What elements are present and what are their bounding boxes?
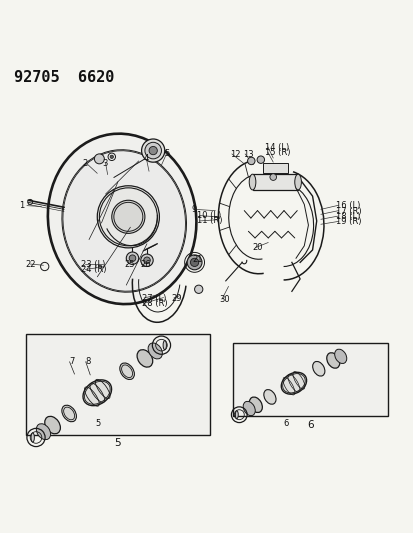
- Circle shape: [140, 254, 153, 266]
- Text: 29: 29: [171, 294, 181, 303]
- Text: 28 (R): 28 (R): [141, 299, 167, 308]
- Text: 16 (L): 16 (L): [335, 201, 360, 210]
- Bar: [26, 334, 210, 435]
- Text: 12: 12: [230, 150, 240, 159]
- Ellipse shape: [31, 433, 34, 442]
- Text: 27 (L): 27 (L): [141, 294, 166, 303]
- Text: 24 (R): 24 (R): [81, 265, 106, 274]
- Circle shape: [256, 156, 264, 164]
- Text: 6: 6: [283, 419, 288, 429]
- Circle shape: [247, 157, 254, 165]
- Circle shape: [97, 186, 159, 248]
- Ellipse shape: [235, 411, 237, 418]
- Ellipse shape: [62, 150, 186, 292]
- Text: 22: 22: [26, 260, 36, 269]
- Text: 17 (R): 17 (R): [335, 206, 361, 215]
- Circle shape: [141, 139, 164, 162]
- Ellipse shape: [137, 350, 152, 367]
- Bar: [252, 174, 297, 190]
- Ellipse shape: [334, 349, 346, 364]
- Text: 10 (L): 10 (L): [196, 211, 221, 220]
- Bar: [232, 343, 387, 416]
- Ellipse shape: [249, 397, 262, 413]
- Ellipse shape: [263, 390, 275, 404]
- Text: 15 (R): 15 (R): [264, 148, 290, 157]
- Text: 3: 3: [102, 159, 108, 168]
- Text: 1: 1: [19, 201, 24, 210]
- Circle shape: [129, 255, 135, 262]
- Text: 7: 7: [69, 357, 75, 366]
- Ellipse shape: [119, 363, 134, 379]
- Ellipse shape: [163, 341, 166, 350]
- Text: 19 (R): 19 (R): [335, 217, 361, 227]
- Circle shape: [126, 252, 138, 264]
- Text: 20: 20: [252, 244, 262, 252]
- Text: 14 (L): 14 (L): [264, 143, 289, 152]
- Ellipse shape: [312, 361, 324, 376]
- Circle shape: [112, 200, 145, 233]
- Text: 92705  6620: 92705 6620: [14, 70, 114, 85]
- Ellipse shape: [148, 343, 162, 359]
- Ellipse shape: [47, 133, 197, 304]
- Ellipse shape: [294, 174, 301, 190]
- Circle shape: [149, 147, 157, 155]
- Circle shape: [145, 142, 161, 159]
- Ellipse shape: [326, 353, 339, 368]
- Circle shape: [194, 285, 202, 293]
- Circle shape: [94, 154, 104, 164]
- Circle shape: [269, 174, 276, 180]
- Circle shape: [190, 258, 198, 266]
- Circle shape: [110, 155, 113, 158]
- Text: 2: 2: [82, 159, 87, 168]
- Text: 30: 30: [219, 295, 230, 304]
- Text: 8: 8: [85, 357, 91, 366]
- Text: 5: 5: [114, 438, 121, 448]
- Text: 4: 4: [144, 154, 149, 163]
- Text: 5: 5: [95, 419, 100, 429]
- Text: 11 (R): 11 (R): [196, 216, 222, 225]
- Circle shape: [143, 257, 150, 264]
- Text: 13: 13: [242, 150, 253, 159]
- Ellipse shape: [45, 416, 60, 434]
- Text: 18 (L): 18 (L): [335, 212, 360, 221]
- Text: 26: 26: [140, 260, 151, 269]
- Bar: [262, 163, 287, 173]
- Ellipse shape: [242, 401, 255, 416]
- Text: 6: 6: [306, 419, 313, 430]
- Text: 5: 5: [164, 149, 170, 158]
- Ellipse shape: [249, 174, 255, 190]
- Text: 9: 9: [191, 205, 196, 214]
- Ellipse shape: [83, 380, 112, 406]
- Ellipse shape: [36, 424, 50, 440]
- Circle shape: [187, 255, 202, 270]
- Ellipse shape: [280, 373, 306, 394]
- Text: 23 (L): 23 (L): [81, 260, 105, 269]
- Ellipse shape: [62, 405, 76, 422]
- Text: 25: 25: [124, 260, 134, 269]
- Text: 21: 21: [192, 255, 202, 264]
